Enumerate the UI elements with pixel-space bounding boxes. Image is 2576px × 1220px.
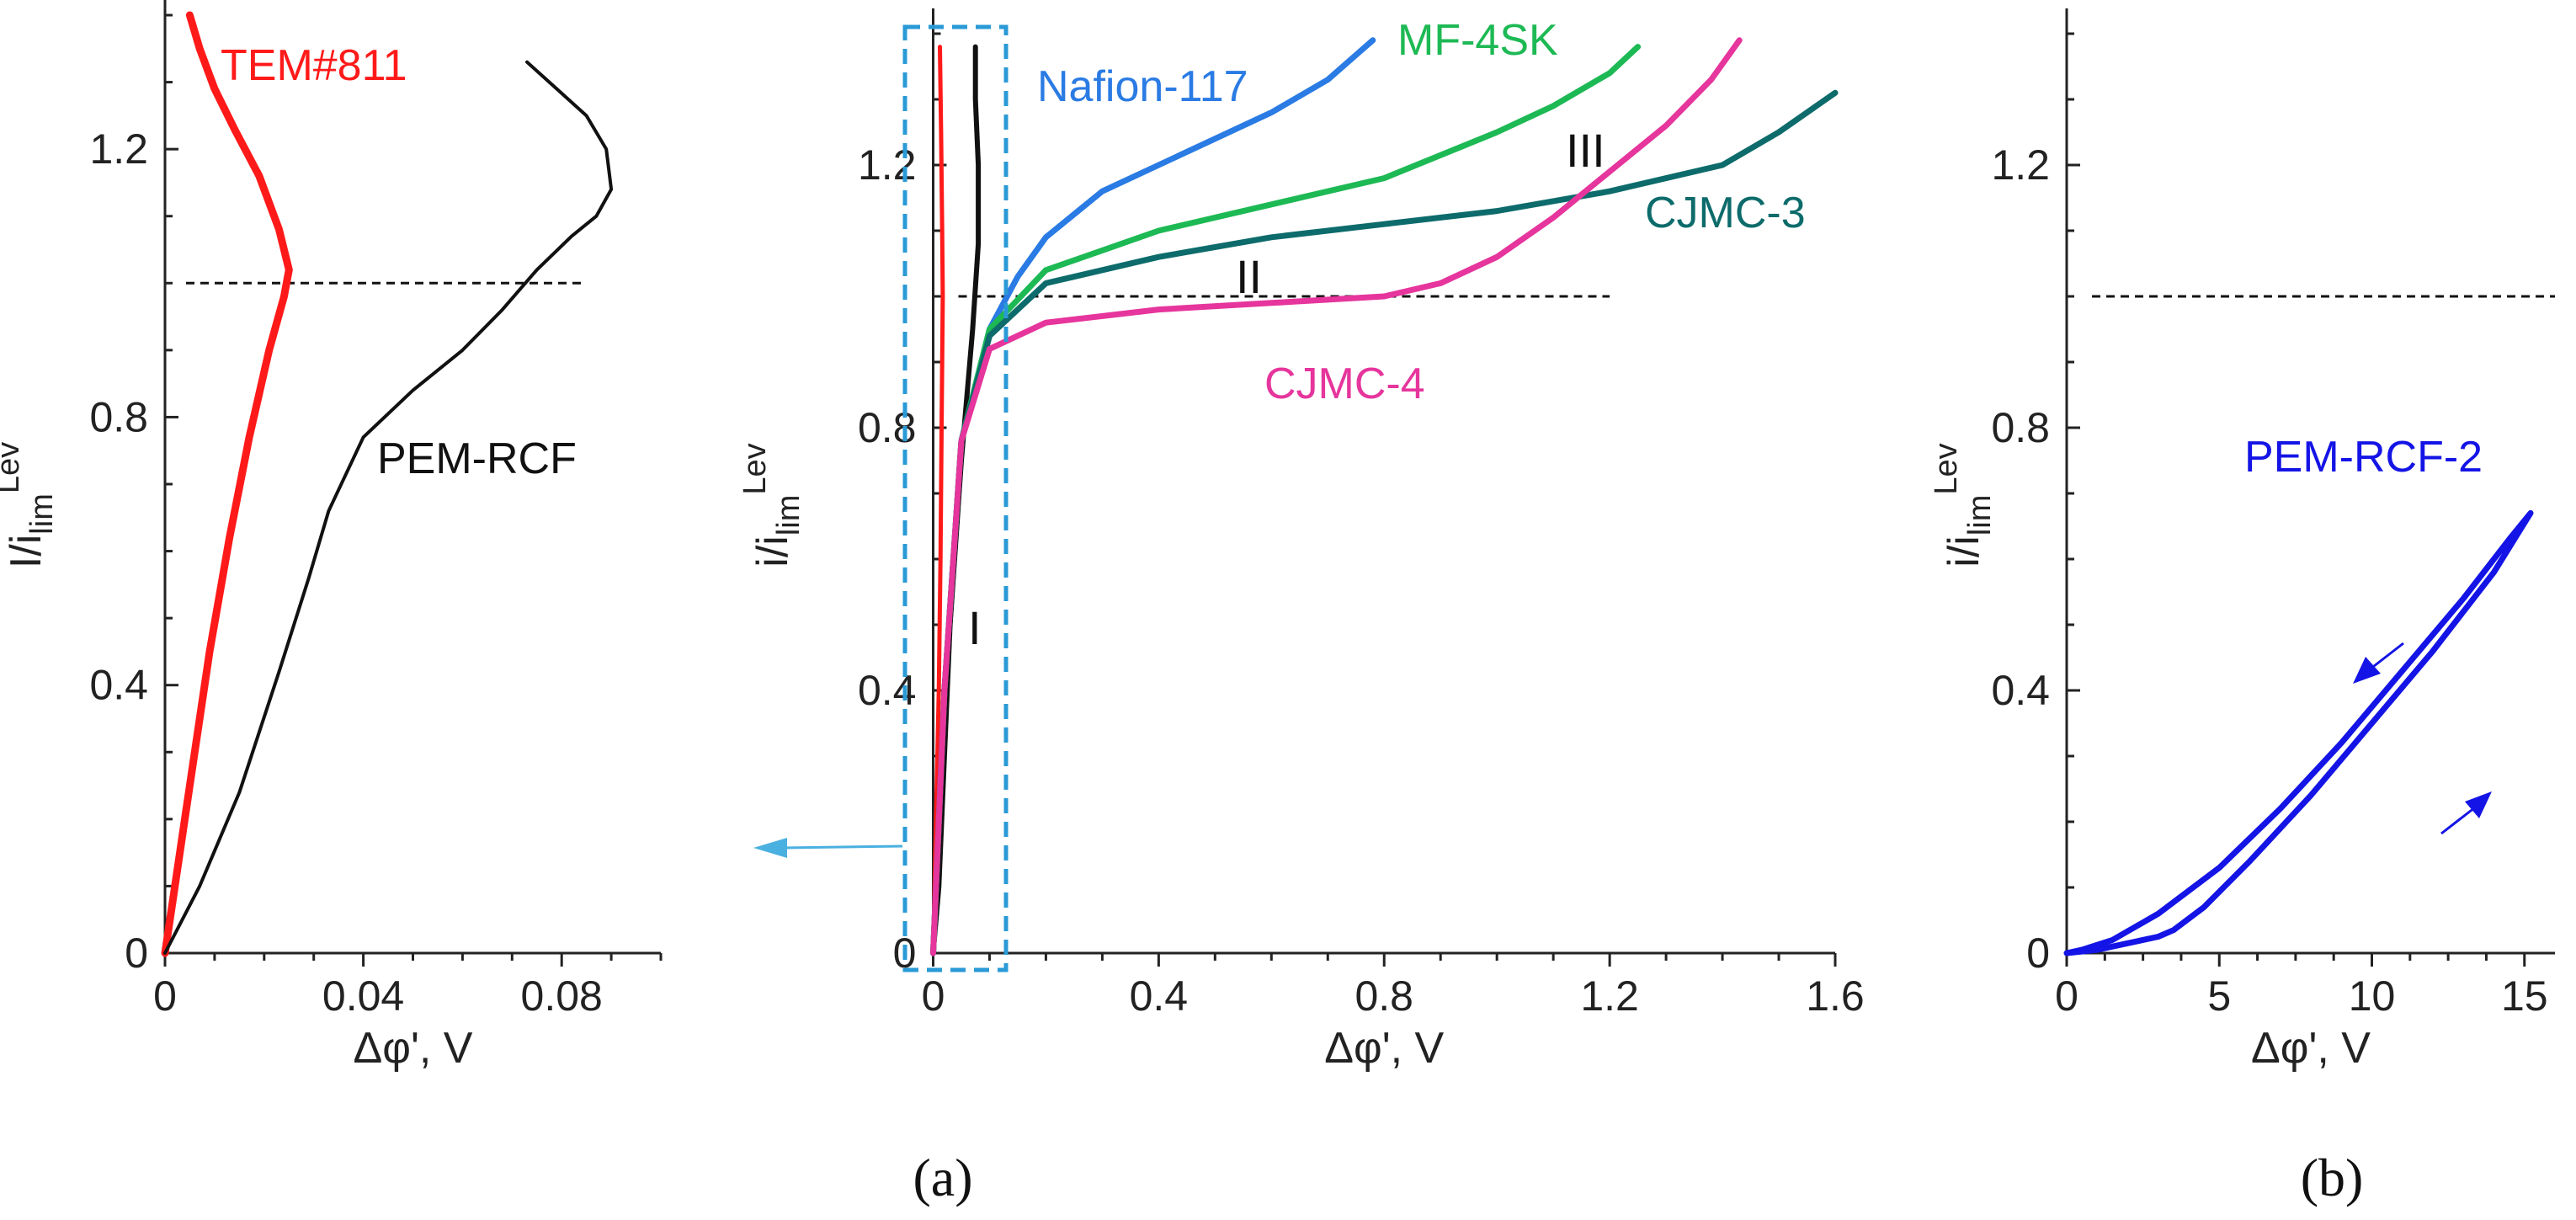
- direction-arrow-down: [2353, 642, 2404, 684]
- series-line-tem-811: [931, 45, 945, 956]
- y-tick-label: 1.2: [1991, 141, 2050, 189]
- x-tick-label: 1.6: [1806, 972, 1865, 1020]
- panel-label-b: (b): [2301, 1148, 2364, 1207]
- x-tick-label: 0: [922, 972, 945, 1020]
- y-tick-label: 0.8: [89, 393, 148, 440]
- y-tick-label: 0: [2026, 930, 2050, 977]
- y-tick-label: 0: [125, 930, 148, 977]
- x-tick-label: 0.08: [521, 972, 603, 1020]
- panel-b-plot: 0 5 10 15 0 0.4 0.8 1.2 Δφ', V i/ilimLev: [1929, 8, 2555, 1073]
- x-tick-label: 0.4: [1130, 972, 1189, 1020]
- x-tick-label: 0: [153, 972, 177, 1020]
- x-tick-label: 0: [2055, 972, 2078, 1020]
- label-mf4sk: MF-4SK: [1397, 16, 1558, 65]
- y-tick-label: 0.4: [858, 667, 917, 714]
- label-pem-rcf-2: PEM-RCF-2: [2244, 433, 2483, 482]
- x-tick-label: 5: [2207, 972, 2231, 1020]
- y-axis-label: i/ilimLev: [1929, 443, 1998, 567]
- y-axis-label: I/ilimLev: [0, 442, 60, 568]
- region-label-iii: III: [1566, 124, 1605, 177]
- x-tick-label: 0.04: [322, 972, 404, 1020]
- label-tem811: TEM#811: [221, 41, 407, 90]
- y-tick-label: 0.4: [1991, 667, 2050, 714]
- x-tick-label: 10: [2349, 972, 2396, 1020]
- label-cjmc3: CJMC-3: [1645, 189, 1806, 237]
- x-axis-label: Δφ', V: [354, 1024, 473, 1073]
- series-line-tem-811: [161, 11, 293, 957]
- x-axis-label: Δφ', V: [2251, 1024, 2371, 1073]
- y-tick-label: 0.8: [858, 404, 917, 451]
- x-tick-label: 1.2: [1580, 972, 1639, 1020]
- series-line-pem-rcf-2: [2063, 509, 2534, 956]
- x-axis-label: Δφ', V: [1324, 1024, 1444, 1073]
- y-axis-label: i/ilimLev: [737, 443, 806, 567]
- y-tick-label: 1.2: [858, 141, 917, 189]
- series-line-nafion-117: [930, 37, 1376, 956]
- series-line-pem-rcf: [163, 60, 614, 955]
- label-cjmc4: CJMC-4: [1264, 360, 1425, 408]
- y-tick-label: 0.8: [1991, 404, 2050, 451]
- label-nafion: Nafion-117: [1037, 62, 1248, 111]
- left-inset-plot: 0 0.04 0.08 0 0.4 0.8 1.2 Δφ', V I/ilimLev: [0, 0, 663, 1073]
- zoom-arrow: [753, 838, 903, 858]
- direction-arrow-up: [2440, 791, 2492, 835]
- series-line-cjmc-4: [930, 37, 1743, 956]
- y-tick-label: 0.4: [89, 662, 148, 709]
- series-line-mf-4sk: [930, 44, 1642, 956]
- label-pem-rcf: PEM-RCF: [377, 434, 577, 483]
- y-tick-label: 1.2: [89, 125, 148, 173]
- selection-box: [902, 24, 1009, 972]
- region-label-ii: II: [1236, 250, 1262, 303]
- region-label-i: I: [968, 601, 982, 654]
- x-tick-label: 15: [2501, 972, 2548, 1020]
- panel-label-a: (a): [913, 1148, 972, 1207]
- x-tick-label: 0.8: [1355, 972, 1413, 1020]
